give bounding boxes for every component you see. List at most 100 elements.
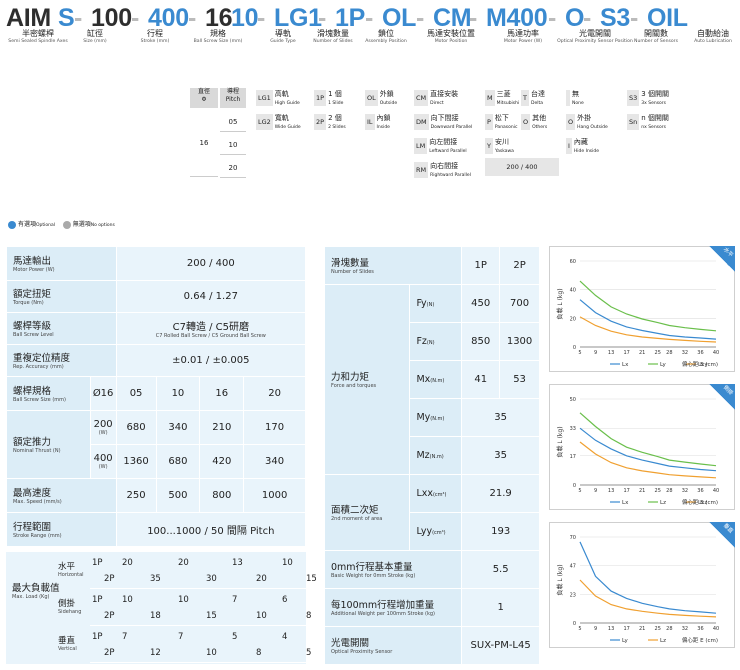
- model-code-caption: 自動給油 Auto Lubrication: [694, 28, 732, 45]
- model-code-segment: M400: [486, 4, 548, 32]
- option-zh: 松下: [494, 114, 509, 122]
- series-line-lz: [579, 579, 717, 618]
- model-code-caption: 馬達功率 Motor Power (W): [504, 28, 542, 45]
- model-code-caption: 馬達安裝位置 Motor Position: [427, 28, 475, 45]
- option-zh: 高軌: [274, 90, 289, 98]
- option-en: Wide Guide: [274, 125, 301, 130]
- model-code-segment: -: [257, 4, 266, 32]
- motor-power-option: 200 / 400: [485, 158, 559, 176]
- option-en: Direct: [430, 101, 444, 106]
- load-2p-label: 2P: [104, 648, 115, 658]
- option-zh: 向左間接: [429, 138, 458, 146]
- option-code: Sn: [627, 114, 640, 130]
- caption-zh: 鎖位: [378, 29, 394, 38]
- option-zh: 寬軌: [274, 114, 289, 122]
- load-value: 5: [306, 648, 312, 658]
- x-axis-label: 偏心距 E (cm): [682, 360, 718, 368]
- model-code-caption: 導軌 Guide Type: [270, 28, 296, 45]
- y-tick-label: 23: [570, 593, 576, 599]
- option-item: S3 3 個開關 3x Sensors: [627, 90, 687, 108]
- series-line-lxz: [579, 441, 717, 479]
- x-tick-label: 40: [713, 488, 719, 494]
- option-item: RM 向右間接 Rightward Parallel: [414, 162, 484, 180]
- option-code: P: [485, 114, 493, 130]
- option-en: 1 Slide: [328, 101, 344, 106]
- x-tick-label: 25: [655, 488, 661, 494]
- x-tick-label: 17: [623, 488, 629, 494]
- model-code-segment: -: [74, 4, 83, 32]
- row-screw-spec: 螺桿規格 Ball Screw Size (mm) Ø16 05 10 16 20: [6, 376, 306, 411]
- load-value: 35: [150, 574, 161, 584]
- option-item: LM 向左間接 Leftward Parallel: [414, 138, 484, 156]
- y-tick-label: 47: [570, 563, 576, 569]
- max-load-label: 最大負載值 Max. Load (Kg): [12, 583, 60, 600]
- row-stroke: 行程範圍 Stroke Range (mm) 100...1000 / 50 間隔…: [6, 512, 307, 547]
- load-2p-label: 2P: [104, 611, 115, 621]
- option-code: LG2: [256, 114, 273, 130]
- option-en: High Guide: [274, 101, 300, 106]
- x-tick-label: 32: [682, 626, 688, 632]
- x-tick-label: 13: [608, 488, 614, 494]
- option-en: 2 Slides: [328, 125, 346, 130]
- row-my: My(N.m) 35: [325, 398, 540, 437]
- caption-en: Number of Sensors: [634, 39, 678, 44]
- option-code: 2P: [314, 114, 327, 130]
- model-code-caption: 半密螺桿 Semi Sealed Spindle Axes: [8, 28, 67, 45]
- option-en: Mitsubishi: [496, 101, 520, 106]
- row-thrust-400: 400 (W) 1360 680 420 340: [7, 444, 306, 479]
- caption-en: Guide Type: [270, 39, 296, 44]
- y-tick-label: 70: [570, 535, 576, 541]
- model-code-segment: 16: [205, 4, 233, 32]
- x-tick-label: 40: [713, 350, 719, 356]
- grid-pitch: 05: [220, 112, 246, 132]
- legend-label: Lx: [622, 500, 629, 506]
- option-code: LM: [414, 138, 428, 154]
- option-code: CM: [414, 90, 429, 106]
- chart-vertical: 0 23 47 70 5 9 13 17 21 25 28 32 36 40 負載 L (kg) Ly Lz 偏心…: [549, 522, 735, 648]
- load-value: 7: [178, 632, 184, 642]
- option-item: O 其他 Others: [521, 114, 555, 132]
- option-en: 3x Sensors: [641, 101, 666, 106]
- option-code: I: [566, 138, 572, 154]
- option-code: DM: [414, 114, 429, 130]
- option-zh: 外掛: [577, 114, 592, 122]
- load-value: 10: [206, 648, 217, 658]
- option-zh: 向下間接: [430, 114, 459, 122]
- x-tick-label: 25: [655, 350, 661, 356]
- option-en: Downward Parallel: [430, 125, 473, 130]
- legend: 有選項Optional 無選項No options: [8, 219, 115, 229]
- model-code-segment: -: [583, 4, 592, 32]
- load-value: 10: [282, 558, 293, 568]
- chart-horizontal: 0 20 40 60 5 9 13 17 21 25 28 32 36 40 負載 L (kg) Lx Ly Lx…: [549, 246, 735, 372]
- right-spec-table: 滑塊數量 Number of Slides 1P 2P 力和力矩 Force and…: [323, 246, 540, 665]
- caption-en: Motor Position: [434, 39, 468, 44]
- row-fz: Fz(N) 850 1300: [325, 322, 540, 361]
- x-axis-label: 偏心距 E (cm): [682, 498, 718, 506]
- series-line-lxy: [579, 316, 717, 343]
- option-item: T 台達 Delta: [521, 90, 555, 108]
- x-tick-label: 21: [639, 488, 645, 494]
- option-en: None: [572, 101, 584, 106]
- legend-label: Lz: [660, 638, 666, 644]
- y-tick-label: 60: [570, 259, 576, 265]
- row-lxx: 面積二次矩 2nd moment of area Lxx(cm⁴) 21.9: [323, 474, 540, 551]
- model-code-caption: 規格 Ball Screw Size (mm): [194, 28, 243, 45]
- x-tick-label: 36: [697, 488, 703, 494]
- option-en: Leftward Parallel: [429, 149, 467, 154]
- grid-pitch: 20: [220, 158, 246, 178]
- option-item: P 松下 Panasonic: [485, 114, 519, 132]
- model-code-segment: CM: [433, 4, 472, 32]
- model-code: AIM S -100-400-16 10- LG1-1P - OL - CM - M400- O - S3…: [6, 4, 736, 44]
- x-tick-label: 28: [666, 626, 672, 632]
- option-en: Panasonic: [494, 125, 518, 130]
- grid-head-pitch: 導程 Pitch: [220, 88, 246, 108]
- chart-badge: 垂直: [709, 522, 735, 548]
- load-value: 8: [256, 648, 262, 658]
- load-value: 10: [256, 611, 267, 621]
- load-value: 10: [122, 595, 133, 605]
- legend-label: Lxz: [698, 500, 707, 506]
- x-tick-label: 17: [623, 626, 629, 632]
- option-zh: 無: [572, 90, 579, 98]
- option-item: OL 外鎖 Outside: [365, 90, 415, 108]
- series-line-lz: [579, 412, 717, 467]
